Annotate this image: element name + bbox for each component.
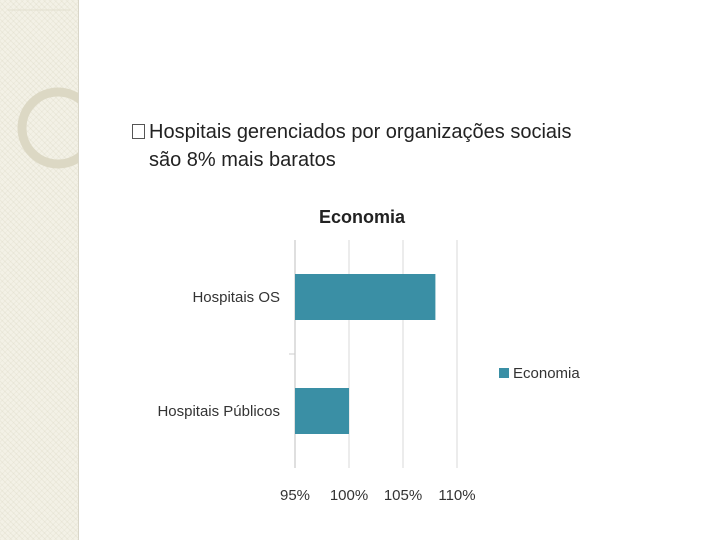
legend-swatch xyxy=(499,368,509,378)
bullet-line-1-text: Hospitais gerenciados por organizações s… xyxy=(149,121,572,143)
x-tick-label: 105% xyxy=(384,487,422,504)
decorative-circles xyxy=(8,9,78,169)
label-layer: 95% 100% 105% 110% Hospitais OS Hospitais Púb… xyxy=(157,289,475,504)
chart-title: Economia xyxy=(319,207,406,227)
chart-legend: Economia xyxy=(499,365,580,382)
decorative-ring xyxy=(17,87,78,169)
bullet-line-2: são 8% mais baratos xyxy=(149,149,336,171)
legend-label: Economia xyxy=(513,365,580,382)
bullet-line-1: Hospitais gerenciados por organizações s… xyxy=(132,118,692,146)
x-tick-label: 110% xyxy=(438,487,475,504)
bullet-box-icon xyxy=(132,124,145,139)
bullet-text: Hospitais gerenciados por organizações s… xyxy=(132,118,692,174)
decorative-side-panel xyxy=(0,0,79,540)
bar xyxy=(295,388,349,434)
bar-layer xyxy=(295,274,436,434)
x-tick-label: 95% xyxy=(280,487,310,504)
category-label: Hospitais Públicos xyxy=(157,403,280,420)
bar xyxy=(295,274,436,320)
x-tick-label: 100% xyxy=(330,487,368,504)
category-label: Hospitais OS xyxy=(192,289,280,306)
